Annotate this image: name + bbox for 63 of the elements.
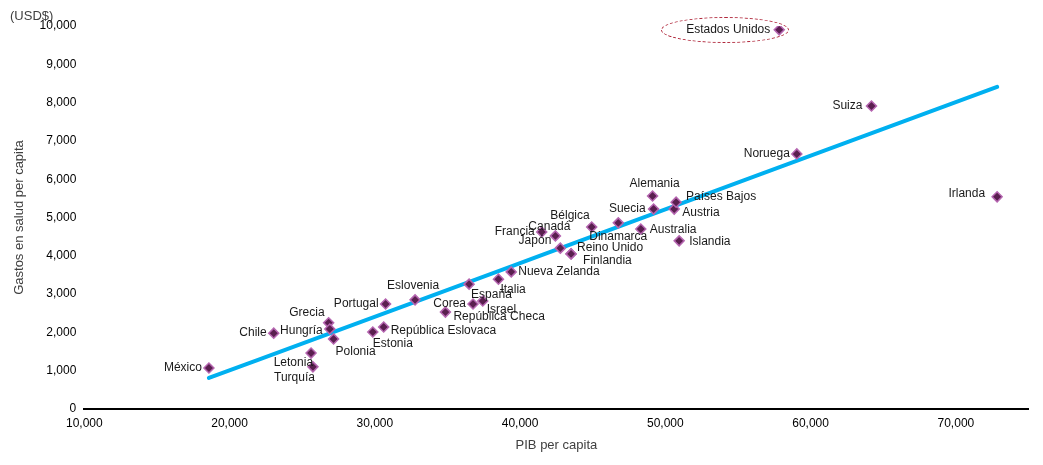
data-label: República Eslovaca — [390, 323, 497, 338]
x-tick-label: 20,000 — [211, 415, 249, 430]
data-label: Grecia — [289, 305, 325, 320]
data-label: Hungría — [280, 323, 324, 338]
data-label: Chile — [239, 325, 268, 340]
point — [549, 230, 562, 242]
data-label: Alemania — [629, 176, 680, 191]
point — [324, 323, 336, 335]
data-label: Noruega — [743, 146, 791, 161]
point — [377, 321, 390, 333]
data-label: Islandia — [689, 234, 731, 249]
point — [367, 326, 379, 338]
data-label: Irlanda — [948, 186, 986, 201]
x-tick-label: 30,000 — [356, 415, 394, 430]
point — [439, 306, 452, 318]
point — [203, 362, 215, 374]
point — [865, 100, 878, 112]
y-tick-label: 9,000 — [46, 56, 77, 71]
data-label: Estados Unidos — [686, 22, 771, 37]
point — [327, 333, 340, 345]
y-tick-label: 3,000 — [46, 286, 77, 301]
x-tick-label: 40,000 — [501, 415, 539, 430]
data-label: Letonia — [273, 355, 314, 370]
point — [379, 298, 392, 310]
x-tick-label: 10,000 — [65, 415, 103, 430]
data-label: Reino Unido — [577, 240, 644, 255]
x-tick-label: 50,000 — [647, 415, 685, 430]
data-label: Bélgica — [550, 208, 591, 223]
point — [505, 266, 517, 278]
x-tick-label: 60,000 — [792, 415, 830, 430]
y-axis-title: Gastos en salud per capita — [11, 139, 27, 295]
data-label: Suiza — [832, 98, 863, 113]
x-tick-label: 70,000 — [937, 415, 975, 430]
point — [409, 294, 421, 306]
y-tick-label: 2,000 — [46, 324, 77, 339]
data-label: Portugal — [333, 296, 379, 311]
point — [612, 217, 625, 229]
y-tick-label: 0 — [69, 401, 77, 416]
y-tick-label: 7,000 — [46, 133, 77, 148]
y-tick-label: 1,000 — [46, 363, 77, 378]
y-tick-label: 6,000 — [46, 171, 77, 186]
data-label: Corea — [433, 296, 467, 311]
y-tick-label: 4,000 — [46, 248, 77, 263]
data-label: Austria — [682, 205, 720, 220]
data-label: Suecia — [608, 201, 646, 216]
y-tick-label: 5,000 — [46, 209, 77, 224]
data-label: Australia — [649, 222, 697, 237]
point — [463, 278, 475, 290]
point — [673, 235, 685, 247]
point — [791, 148, 803, 160]
point — [670, 196, 682, 208]
point — [646, 190, 659, 202]
point — [554, 242, 567, 254]
point — [267, 327, 280, 339]
point — [991, 191, 1003, 203]
data-label: Turquía — [274, 370, 316, 385]
x-axis-title: PIB per capita — [515, 436, 598, 452]
point — [492, 273, 505, 285]
data-label: México — [163, 360, 203, 375]
y-tick-label: 8,000 — [46, 94, 77, 109]
point — [773, 26, 785, 36]
data-label: Eslovenia — [387, 278, 440, 293]
point — [647, 203, 660, 215]
